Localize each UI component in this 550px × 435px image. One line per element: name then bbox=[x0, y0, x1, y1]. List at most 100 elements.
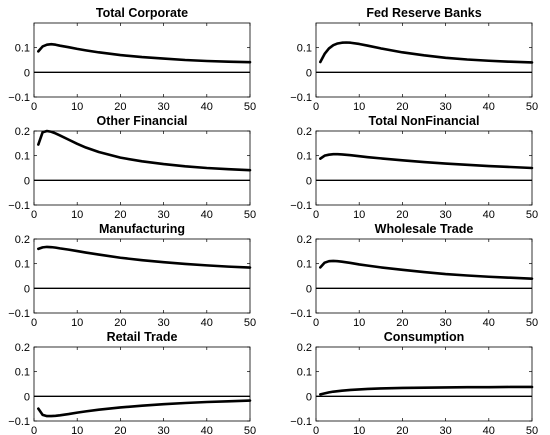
y-tick-label: 0 bbox=[306, 391, 312, 403]
x-tick-label: 10 bbox=[71, 317, 83, 329]
x-tick-label: 20 bbox=[396, 209, 408, 221]
series-line-0 bbox=[37, 399, 252, 418]
y-tick-label: 0 bbox=[24, 175, 30, 187]
plot-frame bbox=[315, 130, 533, 206]
series-line-0 bbox=[37, 245, 252, 269]
x-tick-label: 50 bbox=[244, 317, 256, 329]
x-tick-label: 50 bbox=[244, 425, 256, 435]
x-tick-label: 40 bbox=[201, 209, 213, 221]
x-tick-label: 30 bbox=[439, 209, 451, 221]
x-tick-label: 50 bbox=[244, 101, 256, 113]
x-tick-label: 50 bbox=[526, 209, 538, 221]
x-tick-label: 20 bbox=[396, 317, 408, 329]
x-tick-label: 10 bbox=[353, 317, 365, 329]
y-tick-label: 0 bbox=[24, 67, 30, 79]
y-tick-label: −0.1 bbox=[8, 308, 30, 320]
plot-frame bbox=[33, 22, 251, 98]
x-tick-label: 10 bbox=[353, 209, 365, 221]
x-tick-label: 30 bbox=[439, 101, 451, 113]
y-tick-label: −0.1 bbox=[290, 416, 312, 428]
y-tick-label: 0.1 bbox=[297, 43, 312, 55]
y-tick-label: −0.1 bbox=[8, 200, 30, 212]
y-tick-label: −0.1 bbox=[8, 416, 30, 428]
y-tick-label: 0.1 bbox=[15, 367, 30, 379]
x-tick-label: 40 bbox=[483, 209, 495, 221]
y-tick-label: 0 bbox=[306, 67, 312, 79]
y-tick-label: 0.2 bbox=[297, 342, 312, 354]
x-tick-label: 20 bbox=[114, 317, 126, 329]
x-tick-label: 30 bbox=[157, 101, 169, 113]
x-tick-label: 30 bbox=[157, 317, 169, 329]
x-tick-label: 20 bbox=[114, 209, 126, 221]
x-tick-label: 0 bbox=[313, 209, 319, 221]
y-tick-label: 0 bbox=[306, 283, 312, 295]
x-tick-label: 20 bbox=[396, 101, 408, 113]
plot-frame bbox=[33, 238, 251, 314]
series-line-0 bbox=[319, 385, 534, 396]
series-line-0 bbox=[37, 42, 252, 64]
y-tick-label: 0.1 bbox=[15, 259, 30, 271]
x-tick-label: 0 bbox=[31, 317, 37, 329]
y-tick-label: 0 bbox=[24, 283, 30, 295]
panel-title: Fed Reserve Banks bbox=[366, 6, 481, 20]
y-tick-label: 0.1 bbox=[297, 367, 312, 379]
y-tick-label: 0.2 bbox=[15, 234, 30, 246]
x-tick-label: 50 bbox=[526, 425, 538, 435]
y-tick-label: −0.1 bbox=[290, 308, 312, 320]
y-tick-label: 0.1 bbox=[297, 259, 312, 271]
x-tick-label: 0 bbox=[313, 425, 319, 435]
panel-title: Wholesale Trade bbox=[375, 222, 474, 236]
y-tick-label: 0.2 bbox=[15, 342, 30, 354]
plot-frame bbox=[33, 346, 251, 422]
x-tick-label: 10 bbox=[353, 101, 365, 113]
x-tick-label: 30 bbox=[439, 317, 451, 329]
x-tick-label: 20 bbox=[114, 425, 126, 435]
x-tick-label: 10 bbox=[71, 209, 83, 221]
y-tick-label: 0 bbox=[24, 391, 30, 403]
y-tick-label: −0.1 bbox=[8, 92, 30, 104]
y-tick-label: 0 bbox=[306, 175, 312, 187]
x-tick-label: 20 bbox=[114, 101, 126, 113]
series-line-0 bbox=[319, 41, 534, 64]
y-tick-label: −0.1 bbox=[290, 200, 312, 212]
x-tick-label: 40 bbox=[201, 101, 213, 113]
x-tick-label: 10 bbox=[71, 101, 83, 113]
panel-title: Consumption bbox=[384, 330, 465, 344]
panel-title: Retail Trade bbox=[107, 330, 178, 344]
series-line-0 bbox=[319, 152, 534, 170]
x-tick-label: 10 bbox=[353, 425, 365, 435]
y-tick-label: −0.1 bbox=[290, 92, 312, 104]
y-tick-label: 0.1 bbox=[297, 151, 312, 163]
x-tick-label: 20 bbox=[396, 425, 408, 435]
x-tick-label: 10 bbox=[71, 425, 83, 435]
panel-title: Manufacturing bbox=[99, 222, 185, 236]
y-tick-label: 0.2 bbox=[297, 126, 312, 138]
y-tick-label: 0.1 bbox=[15, 151, 30, 163]
x-tick-label: 40 bbox=[201, 425, 213, 435]
plot-frame bbox=[315, 346, 533, 422]
x-tick-label: 0 bbox=[31, 209, 37, 221]
panel-title: Total Corporate bbox=[96, 6, 188, 20]
x-tick-label: 0 bbox=[31, 425, 37, 435]
x-tick-label: 40 bbox=[483, 317, 495, 329]
panel-title: Other Financial bbox=[97, 114, 188, 128]
y-tick-label: 0.1 bbox=[15, 43, 30, 55]
x-tick-label: 0 bbox=[313, 101, 319, 113]
x-tick-label: 50 bbox=[526, 101, 538, 113]
panel-title: Total NonFinancial bbox=[369, 114, 480, 128]
x-tick-label: 0 bbox=[31, 101, 37, 113]
x-tick-label: 0 bbox=[313, 317, 319, 329]
x-tick-label: 50 bbox=[526, 317, 538, 329]
series-line-0 bbox=[319, 259, 534, 281]
x-tick-label: 30 bbox=[439, 425, 451, 435]
series-line-0 bbox=[37, 129, 252, 172]
x-tick-label: 40 bbox=[483, 425, 495, 435]
